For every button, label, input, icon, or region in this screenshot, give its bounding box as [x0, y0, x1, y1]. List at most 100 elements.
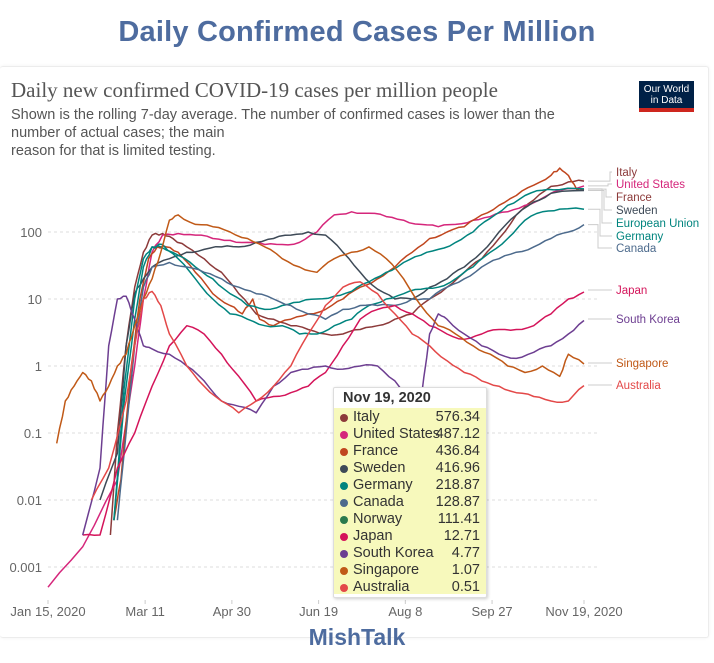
- subtitle-line-1: Shown is the rolling 7-day average. The …: [11, 107, 555, 123]
- banner-title: Daily Confirmed Cases Per Million: [118, 16, 596, 48]
- legend-label-australia[interactable]: Australia: [616, 380, 661, 392]
- footer-brand: MishTalk: [308, 624, 406, 650]
- tooltip-value: 487.12: [435, 426, 480, 442]
- tooltip-country: Germany: [353, 477, 413, 493]
- legend-label-united-states[interactable]: United States: [616, 179, 685, 191]
- tooltip-value: 218.87: [435, 477, 480, 493]
- legend-connector: [588, 190, 612, 211]
- x-axis-ticks: Jan 15, 2020 Mar 11 Apr 30 Jun 19 Aug 8 Sep 2…: [10, 600, 623, 619]
- legend-connector: [588, 183, 612, 187]
- tooltip-row: United States 487.12: [340, 426, 480, 443]
- series-color-dot-icon: [340, 533, 348, 541]
- legend-label-singapore[interactable]: Singapore: [616, 358, 668, 370]
- y-tick-label: 10: [28, 292, 42, 307]
- tooltip-value: 0.51: [451, 579, 480, 595]
- series-line-italy[interactable]: [109, 179, 585, 536]
- tooltip-value: 111.41: [437, 511, 480, 527]
- x-tick-label: Jun 19: [299, 604, 338, 619]
- legend-connector: [588, 188, 612, 224]
- tooltip-country: France: [353, 443, 399, 459]
- tooltip-row: South Korea 4.77: [340, 545, 480, 562]
- y-tick-label: 0.001: [9, 560, 42, 575]
- series-line-south-korea[interactable]: [81, 295, 585, 536]
- tooltip-row: Germany 218.87: [340, 477, 480, 494]
- tooltip-value: 1.07: [451, 562, 480, 578]
- series-color-dot-icon: [340, 584, 348, 592]
- series-line-germany[interactable]: [113, 207, 585, 521]
- tooltip-row: Australia 0.51: [340, 579, 480, 596]
- legend-label-sweden[interactable]: Sweden: [616, 205, 658, 217]
- tooltip-value: 416.96: [435, 460, 480, 476]
- subtitle-line-3: reason for that is limited testing.: [11, 143, 216, 159]
- tooltip-row: Italy 576.34: [340, 409, 480, 426]
- y-tick-label: 0.1: [24, 426, 42, 441]
- series-line-singapore[interactable]: [55, 214, 585, 444]
- chart-subtitle: Shown is the rolling 7-day average. The …: [11, 106, 611, 160]
- legend-label-france[interactable]: France: [616, 192, 652, 204]
- tooltip-row: Japan 12.71: [340, 528, 480, 545]
- x-tick-label: Apr 30: [213, 604, 251, 619]
- tooltip-country: Japan: [353, 528, 393, 544]
- tooltip-value: 12.71: [443, 528, 480, 544]
- tooltip-row: Norway 111.41: [340, 511, 480, 528]
- series-color-dot-icon: [340, 448, 348, 456]
- y-tick-label: 1: [35, 359, 42, 374]
- tooltip-value: 128.87: [435, 494, 480, 510]
- tooltip-row: Singapore 1.07: [340, 562, 480, 579]
- tooltip-country: Sweden: [353, 460, 406, 476]
- gridlines: [48, 231, 600, 568]
- series-color-dot-icon: [340, 431, 348, 439]
- tooltip-country: Singapore: [353, 562, 420, 578]
- tooltip-body: [334, 408, 486, 594]
- legend-label-canada[interactable]: Canada: [616, 243, 657, 255]
- legend-connector: [588, 224, 612, 249]
- tooltip-row: Sweden 416.96: [340, 460, 480, 477]
- series-line-united-states[interactable]: [47, 185, 585, 588]
- series-lines: [47, 167, 585, 588]
- series-color-dot-icon: [340, 550, 348, 558]
- tooltip-value: 576.34: [435, 409, 480, 425]
- series-color-dot-icon: [340, 567, 348, 575]
- tooltip-country: United States: [353, 426, 441, 442]
- y-axis-ticks: 100 10 1 0.1 0.01 0.001: [9, 225, 42, 575]
- legend-label-japan[interactable]: Japan: [616, 285, 647, 297]
- legend-connector: [588, 208, 612, 237]
- tooltip-value: 4.77: [451, 545, 480, 561]
- x-tick-label: Sep 27: [471, 604, 512, 619]
- owid-logo[interactable]: Our World in Data: [639, 81, 694, 112]
- tooltip-country: Norway: [353, 511, 403, 527]
- tooltip-row: Canada 128.87: [340, 494, 480, 511]
- series-color-dot-icon: [340, 414, 348, 422]
- y-tick-label: 0.01: [17, 493, 42, 508]
- legend-label-south-korea[interactable]: South Korea: [616, 314, 681, 326]
- tooltip-date: Nov 19, 2020: [343, 390, 431, 406]
- hover-tooltip: Nov 19, 2020 Italy 576.34 United States 487…: [333, 387, 487, 598]
- series-color-dot-icon: [340, 499, 348, 507]
- legend-connector: [588, 171, 612, 182]
- x-tick-label: Aug 8: [388, 604, 422, 619]
- series-color-dot-icon: [340, 482, 348, 490]
- series-line-european-union[interactable]: [113, 187, 585, 521]
- series-color-dot-icon: [340, 516, 348, 524]
- legend-label-italy[interactable]: Italy: [616, 167, 637, 179]
- tooltip-country: South Korea: [353, 545, 434, 561]
- tooltip-country: Italy: [353, 409, 380, 425]
- tooltip-row: France 436.84: [340, 443, 480, 460]
- series-line-canada[interactable]: [116, 223, 585, 521]
- logo-line-1: Our World: [643, 84, 690, 95]
- series-line-australia[interactable]: [90, 281, 585, 501]
- chart-title: Daily new confirmed COVID-19 cases per m…: [11, 78, 498, 102]
- legend-label-european-union[interactable]: European Union: [616, 218, 699, 230]
- y-tick-label: 100: [20, 225, 42, 240]
- legend-label-germany[interactable]: Germany: [616, 231, 664, 243]
- subtitle-line-2: number of actual cases; the main: [11, 125, 225, 141]
- series-color-dot-icon: [340, 465, 348, 473]
- x-tick-label: Mar 11: [125, 604, 165, 619]
- logo-line-2: in Data: [650, 95, 683, 106]
- tooltip-country: Australia: [353, 579, 410, 595]
- x-tick-label: Nov 19, 2020: [545, 604, 622, 619]
- tooltip-country: Canada: [353, 494, 404, 510]
- tooltip-value: 436.84: [435, 443, 480, 459]
